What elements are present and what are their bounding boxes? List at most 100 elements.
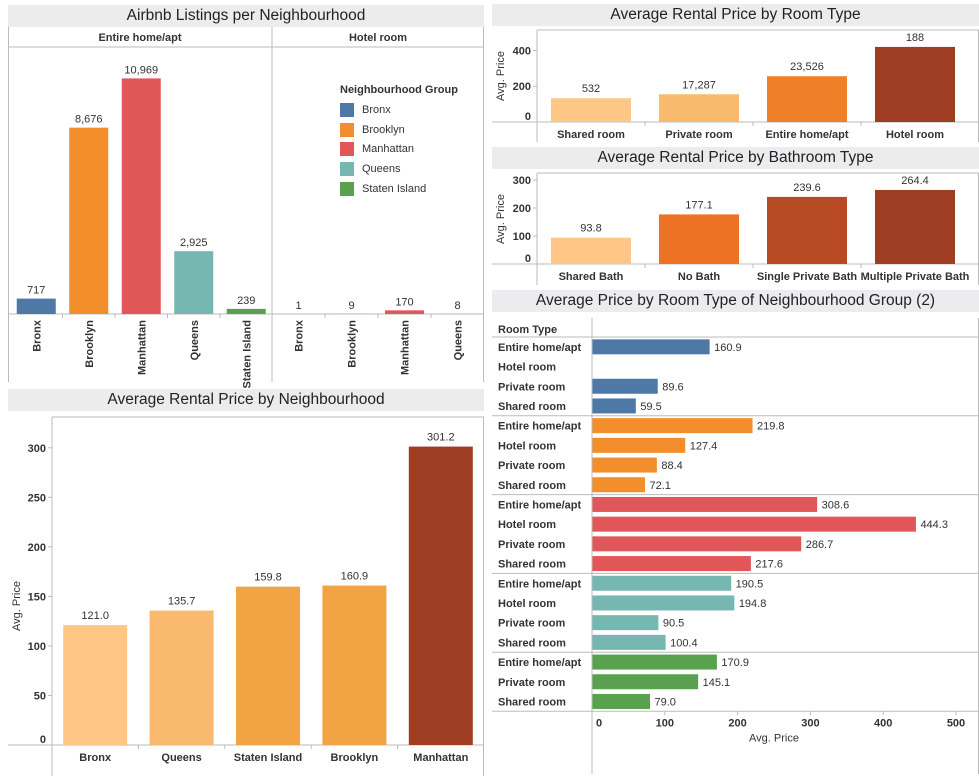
x-tick-label: Manhattan (413, 752, 468, 764)
legend-swatch (340, 161, 354, 176)
data-label: 93.8 (580, 223, 601, 235)
data-label: 17,287 (682, 79, 716, 91)
x-tick-label: Multiple Private Bath (861, 271, 970, 283)
legend-item-queens[interactable]: Queens (340, 159, 458, 179)
panel-header: Entire home/apt (98, 32, 181, 44)
legend-title: Neighbourhood Group (340, 84, 458, 96)
y-tick-label: 200 (513, 81, 531, 93)
row-label: Private room (498, 381, 565, 393)
y-tick-label: 100 (28, 641, 46, 653)
row-label: Shared room (498, 559, 566, 571)
bar-bronx (16, 298, 56, 314)
bar-brooklyn (592, 418, 753, 434)
row-label: Shared room (498, 637, 566, 649)
neighbourhood-price-title: Average Rental Price by Neighbourhood (8, 389, 484, 411)
row-label: Entire home/apt (498, 657, 581, 669)
x-tick-label: Queens (189, 320, 201, 360)
x-tick-label: Private room (665, 129, 732, 141)
row-label: Shared room (498, 480, 566, 492)
x-tick-label: Queens (453, 320, 465, 360)
x-tick-label: Brooklyn (331, 752, 379, 764)
data-label: 8,676 (75, 114, 103, 126)
data-label: 532 (582, 83, 600, 95)
data-label: 72.1 (649, 480, 670, 492)
x-tick-label: Entire home/apt (765, 129, 848, 141)
room-type-title: Average Rental Price by Room Type (492, 4, 979, 26)
legend-item-bronx[interactable]: Bronx (340, 100, 458, 120)
bar-brooklyn (592, 437, 686, 453)
bar-queens (174, 251, 214, 314)
x-tick-label: Shared room (557, 129, 625, 141)
listings-panel: Airbnb Listings per Neighbourhood Entire… (8, 5, 484, 388)
bar-staten-island (592, 674, 699, 690)
x-tick-label: Bronx (294, 319, 306, 352)
row-label: Entire home/apt (498, 342, 581, 354)
bar-manhattan (592, 536, 802, 552)
data-label: 9 (348, 300, 354, 312)
row-label: Private room (498, 539, 565, 551)
x-tick-label: Shared Bath (559, 271, 624, 283)
bar-staten-island (226, 308, 266, 314)
x-tick-label: Bronx (31, 319, 43, 352)
x-tick-label: Brooklyn (84, 320, 96, 368)
x-tick-label: Bronx (79, 752, 112, 764)
x-tick-label: Staten Island (241, 320, 253, 388)
data-label: 160.9 (341, 571, 369, 583)
data-label: 717 (27, 285, 45, 297)
data-label: 121.0 (81, 610, 109, 622)
bar-manhattan (592, 556, 751, 572)
data-label: 217.6 (755, 559, 783, 571)
data-label: 219.8 (757, 421, 785, 433)
data-label: 190.5 (736, 578, 764, 590)
legend-label: Staten Island (362, 182, 427, 195)
x-tick-label: 0 (596, 717, 602, 729)
legend-label: Brooklyn (362, 123, 405, 136)
bar-manhattan (385, 310, 424, 314)
data-label: 239.6 (793, 182, 821, 194)
legend-swatch (340, 142, 354, 157)
bar-single-private-bath (767, 196, 847, 264)
bar-brooklyn (592, 457, 657, 473)
legend-swatch (340, 102, 354, 117)
row-label: Entire home/apt (498, 499, 581, 511)
row-label: Hotel room (498, 440, 556, 452)
legend-label: Queens (362, 162, 401, 175)
row-label: Entire home/apt (498, 421, 581, 433)
data-label: 264.4 (901, 175, 929, 187)
room-type-chart: 0 200 400 Avg. Price 532 Shared room 17,287 Pri… (492, 29, 979, 142)
x-tick-label: Single Private Bath (757, 271, 858, 283)
bar-queens (592, 634, 666, 650)
data-label: 100.4 (670, 637, 698, 649)
bar-shared-room (551, 98, 631, 122)
data-label: 90.5 (663, 618, 684, 630)
row-label: Private room (498, 618, 565, 630)
legend-item-manhattan[interactable]: Manhattan (340, 139, 458, 159)
y-tick-label: 0 (40, 734, 46, 746)
y-tick-label: 200 (513, 203, 531, 215)
data-label: 188 (906, 32, 924, 44)
data-label: 160.9 (714, 342, 742, 354)
row-label: Hotel room (498, 598, 556, 610)
bar-queens (592, 575, 732, 591)
row-label: Shared room (498, 696, 566, 708)
legend-item-brooklyn[interactable]: Brooklyn (340, 120, 458, 140)
neighbourhood-price-panel: Average Rental Price by Neighbourhood 0 5… (8, 389, 484, 776)
x-tick-label: 400 (874, 717, 892, 729)
data-label: 444.3 (920, 519, 948, 531)
data-label: 239 (237, 295, 255, 307)
legend-item-staten-island[interactable]: Staten Island (340, 179, 458, 199)
neighbourhood-price-chart: 0 50 100 150 200 250 300 Avg. Price 121.0 Bronx 13… (8, 416, 484, 776)
y-tick-label: 0 (525, 253, 531, 265)
bar-queens (592, 615, 659, 631)
data-label: 308.6 (822, 499, 850, 511)
room-by-group-chart: Room Type Entire home/apt 160.9 Hotel room P… (492, 318, 979, 774)
x-tick-label: Queens (161, 752, 201, 764)
y-tick-label: 400 (513, 45, 531, 57)
x-tick-label: 200 (728, 717, 746, 729)
y-axis-label: Avg. Price (495, 194, 507, 244)
data-label: 79.0 (655, 696, 676, 708)
bar-brooklyn (69, 127, 109, 315)
x-tick-label: Manhattan (400, 320, 412, 375)
data-label: 135.7 (168, 596, 196, 608)
bar-private-room (659, 94, 739, 122)
